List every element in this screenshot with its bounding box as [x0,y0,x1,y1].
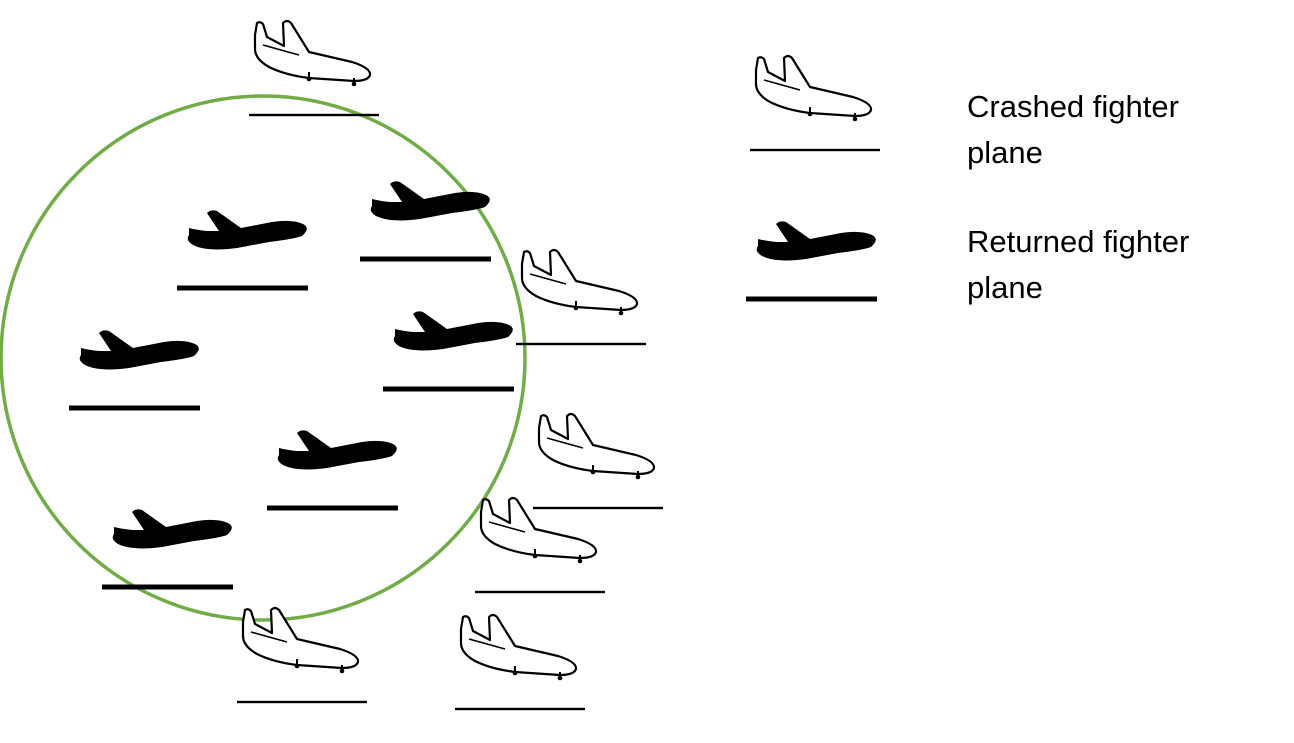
legend-filled-plane-icon [746,221,877,302]
legend-returned-label: Returned fighter plane [967,219,1267,311]
legend-returned-line1: Returned fighter [967,224,1190,259]
returned-plane [383,311,514,392]
crashed-plane [473,496,607,595]
returned-plane [177,210,308,291]
crashed-plane [531,412,665,511]
crashed-plane [514,248,648,347]
returned-plane [267,430,398,511]
crashed-plane [235,606,369,705]
crashed-plane [453,613,587,712]
legend-crashed-line2: plane [967,135,1043,170]
legend-outline-plane-icon [748,54,882,153]
returned-plane [69,330,200,411]
legend-returned-line2: plane [967,270,1043,305]
legend-crashed-line1: Crashed fighter [967,89,1179,124]
survival-circle [0,94,527,622]
returned-plane [360,181,491,262]
legend-crashed-label: Crashed fighter plane [967,84,1267,176]
